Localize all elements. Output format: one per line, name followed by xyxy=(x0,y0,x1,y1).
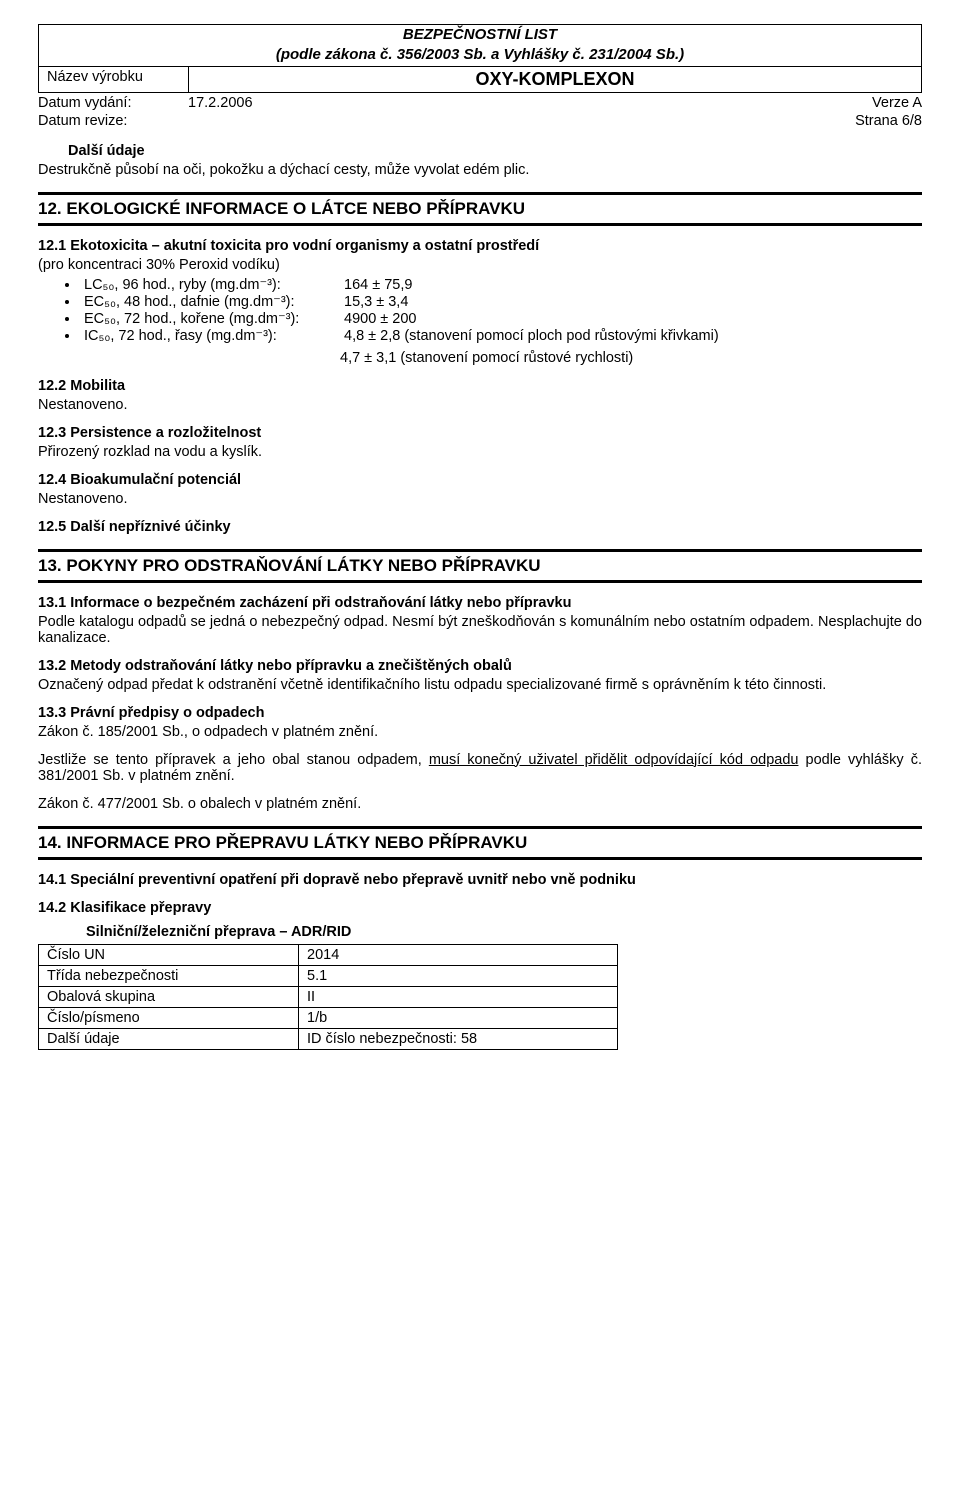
section-12-3-text: Přirozený rozklad na vodu a kyslík. xyxy=(38,444,922,460)
section-12-4-text: Nestanoveno. xyxy=(38,491,922,507)
transport-val: 5.1 xyxy=(299,965,618,986)
doc-title-2: (podle zákona č. 356/2003 Sb. a Vyhlášky… xyxy=(39,45,921,65)
tox-key: EC₅₀, 48 hod., dafnie (mg.dm⁻³): xyxy=(84,294,344,310)
list-item: LC₅₀, 96 hod., ryby (mg.dm⁻³):164 ± 75,9 xyxy=(80,277,922,293)
revised-value xyxy=(188,113,802,129)
further-info-block: Další údaje xyxy=(68,143,922,159)
version: Verze A xyxy=(802,95,922,111)
tox-key: LC₅₀, 96 hod., ryby (mg.dm⁻³): xyxy=(84,277,344,293)
issue-row: Datum vydání: 17.2.2006 Verze A xyxy=(38,93,922,111)
section-13-header: 13. POKYNY PRO ODSTRAŇOVÁNÍ LÁTKY NEBO P… xyxy=(38,549,922,583)
section-12-5-header: 12.5 Další nepříznivé účinky xyxy=(38,519,922,535)
section-12-2-header: 12.2 Mobilita xyxy=(38,378,922,394)
para1a: Jestliže se tento přípravek a jeho obal … xyxy=(38,752,429,768)
section-14-1-header: 14.1 Speciální preventivní opatření při … xyxy=(38,872,922,888)
ecotox-list: LC₅₀, 96 hod., ryby (mg.dm⁻³):164 ± 75,9… xyxy=(38,277,922,344)
section-13-para2: Zákon č. 477/2001 Sb. o obalech v platné… xyxy=(38,796,922,812)
transport-key: Číslo UN xyxy=(39,944,299,965)
further-info-text: Destrukčně působí na oči, pokožku a dých… xyxy=(38,162,922,178)
issued-value: 17.2.2006 xyxy=(188,95,802,111)
list-item: IC₅₀, 72 hod., řasy (mg.dm⁻³):4,8 ± 2,8 … xyxy=(80,328,922,344)
tox-val: 164 ± 75,9 xyxy=(344,277,922,293)
tox-val: 4,8 ± 2,8 (stanovení pomocí ploch pod rů… xyxy=(344,328,922,344)
tox-key: EC₅₀, 72 hod., kořene (mg.dm⁻³): xyxy=(84,311,344,327)
tox-val: 4900 ± 200 xyxy=(344,311,922,327)
tox-val: 15,3 ± 3,4 xyxy=(344,294,922,310)
transport-key: Třída nebezpečnosti xyxy=(39,965,299,986)
section-13-1-text: Podle katalogu odpadů se jedná o nebezpe… xyxy=(38,614,922,646)
list-item: EC₅₀, 72 hod., kořene (mg.dm⁻³):4900 ± 2… xyxy=(80,311,922,327)
section-12-1-header: 12.1 Ekotoxicita – akutní toxicita pro v… xyxy=(38,238,922,254)
tox-extra-row: 4,7 ± 3,1 (stanovení pomocí růstové rych… xyxy=(38,350,922,366)
transport-key: Další údaje xyxy=(39,1028,299,1049)
table-row: Číslo/písmeno 1/b xyxy=(39,1007,618,1028)
section-13-3-header: 13.3 Právní předpisy o odpadech xyxy=(38,705,922,721)
doc-title-1: BEZPEČNOSTNÍ LIST xyxy=(39,25,921,45)
section-12-2-text: Nestanoveno. xyxy=(38,397,922,413)
issued-label: Datum vydání: xyxy=(38,95,188,111)
list-item: EC₅₀, 48 hod., dafnie (mg.dm⁻³):15,3 ± 3… xyxy=(80,294,922,310)
product-row: Název výrobku OXY-KOMPLEXON xyxy=(38,66,922,93)
section-12-1-note: (pro koncentraci 30% Peroxid vodíku) xyxy=(38,257,922,273)
revision-row: Datum revize: Strana 6/8 xyxy=(38,111,922,129)
table-row: Číslo UN 2014 xyxy=(39,944,618,965)
product-name: OXY-KOMPLEXON xyxy=(189,67,921,92)
page-number: Strana 6/8 xyxy=(802,113,922,129)
document-header: BEZPEČNOSTNÍ LIST (podle zákona č. 356/2… xyxy=(38,24,922,129)
section-13-2-text: Označený odpad předat k odstranění včetn… xyxy=(38,677,922,693)
transport-key: Obalová skupina xyxy=(39,986,299,1007)
revised-label: Datum revize: xyxy=(38,113,188,129)
tox-key: IC₅₀, 72 hod., řasy (mg.dm⁻³): xyxy=(84,328,344,344)
page: BEZPEČNOSTNÍ LIST (podle zákona č. 356/2… xyxy=(0,0,960,1090)
section-13-para1: Jestliže se tento přípravek a jeho obal … xyxy=(38,752,922,784)
tox-extra: 4,7 ± 3,1 (stanovení pomocí růstové rych… xyxy=(340,350,922,366)
transport-val: II xyxy=(299,986,618,1007)
product-label: Název výrobku xyxy=(39,67,189,92)
header-title-block: BEZPEČNOSTNÍ LIST (podle zákona č. 356/2… xyxy=(38,24,922,66)
transport-val: ID číslo nebezpečnosti: 58 xyxy=(299,1028,618,1049)
section-13-2-header: 13.2 Metody odstraňování látky nebo příp… xyxy=(38,658,922,674)
section-12-3-header: 12.3 Persistence a rozložitelnost xyxy=(38,425,922,441)
section-14-header: 14. INFORMACE PRO PŘEPRAVU LÁTKY NEBO PŘ… xyxy=(38,826,922,860)
transport-key: Číslo/písmeno xyxy=(39,1007,299,1028)
para1-underline: musí konečný uživatel přidělit odpovídaj… xyxy=(429,752,799,768)
section-13-3-text: Zákon č. 185/2001 Sb., o odpadech v plat… xyxy=(38,724,922,740)
table-row: Obalová skupina II xyxy=(39,986,618,1007)
section-14-2-header: 14.2 Klasifikace přepravy xyxy=(38,900,922,916)
transport-val: 2014 xyxy=(299,944,618,965)
transport-table: Číslo UN 2014 Třída nebezpečnosti 5.1 Ob… xyxy=(38,944,618,1050)
table-row: Další údaje ID číslo nebezpečnosti: 58 xyxy=(39,1028,618,1049)
transport-val: 1/b xyxy=(299,1007,618,1028)
transport-mode: Silniční/železniční přeprava – ADR/RID xyxy=(86,924,922,940)
section-12-header: 12. EKOLOGICKÉ INFORMACE O LÁTCE NEBO PŘ… xyxy=(38,192,922,226)
section-13-1-header: 13.1 Informace o bezpečném zacházení při… xyxy=(38,595,922,611)
further-info-hdr: Další údaje xyxy=(68,143,922,159)
section-12-4-header: 12.4 Bioakumulační potenciál xyxy=(38,472,922,488)
table-row: Třída nebezpečnosti 5.1 xyxy=(39,965,618,986)
